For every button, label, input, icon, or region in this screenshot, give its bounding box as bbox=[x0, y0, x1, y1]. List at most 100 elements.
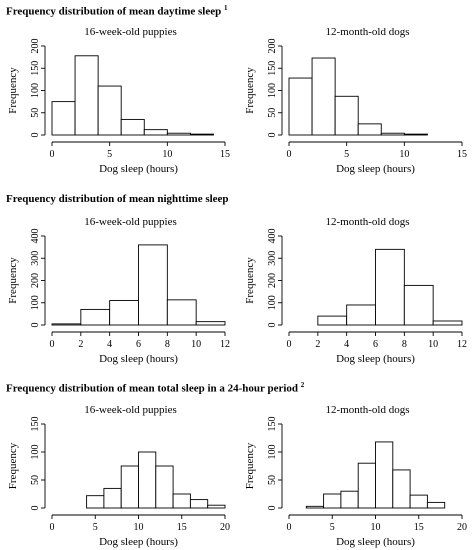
x-tick-label: 0 bbox=[287, 522, 292, 533]
y-axis-label: Frequency bbox=[244, 257, 256, 304]
x-tick-label: 10 bbox=[191, 339, 201, 350]
x-tick-label: 6 bbox=[136, 339, 141, 350]
y-tick-label: 150 bbox=[30, 417, 41, 432]
y-tick-label: 0 bbox=[30, 133, 41, 138]
x-tick-label: 15 bbox=[457, 149, 467, 160]
x-tick-label: 8 bbox=[402, 339, 407, 350]
section-title-nighttime: Frequency distribution of mean nighttime… bbox=[6, 193, 229, 205]
histogram-total-dogs: 12-month-old dogs 0 50 100 150 0 5 10 15 20 Dog sl… bbox=[244, 404, 467, 548]
x-axis-label: Dog sleep (hours) bbox=[99, 353, 178, 365]
histogram-total-puppies: 16-week-old puppies 0 50 100 150 0 5 10 15 20 Dog … bbox=[7, 404, 230, 548]
histogram-bar bbox=[195, 321, 226, 326]
y-tick-label: 50 bbox=[267, 108, 278, 118]
y-tick-label: 0 bbox=[267, 323, 278, 328]
x-axis-label: Dog sleep (hours) bbox=[336, 536, 415, 548]
y-tick-label: 400 bbox=[30, 229, 41, 244]
x-tick-label: 5 bbox=[93, 522, 98, 533]
histogram-bar bbox=[426, 501, 446, 509]
y-axis-label: Frequency bbox=[244, 67, 256, 114]
histogram-bar bbox=[340, 490, 359, 509]
x-tick-label: 10 bbox=[428, 339, 438, 350]
histogram-bar bbox=[166, 299, 197, 326]
histogram-nighttime-puppies: 16-week-old puppies 0 100 200 300 400 0 2 4 6 8 10 1… bbox=[7, 216, 230, 365]
histogram-bar bbox=[288, 77, 313, 136]
histogram-bar bbox=[86, 495, 105, 509]
histogram-bar bbox=[51, 323, 82, 326]
histogram-bar bbox=[357, 123, 382, 136]
x-tick-label: 10 bbox=[134, 522, 144, 533]
histogram-bar bbox=[103, 487, 122, 509]
y-tick-label: 100 bbox=[30, 445, 41, 460]
x-tick-label: 10 bbox=[371, 522, 381, 533]
x-tick-label: 15 bbox=[220, 149, 230, 160]
y-axis-label: Frequency bbox=[7, 442, 19, 489]
x-tick-label: 5 bbox=[107, 149, 112, 160]
y-tick-label: 0 bbox=[30, 323, 41, 328]
histogram-daytime-dogs: 12-month-old dogs 0 50 100 150 200 0 5 10 15 Dog s… bbox=[244, 26, 467, 175]
x-tick-label: 0 bbox=[50, 149, 55, 160]
y-tick-label: 200 bbox=[30, 39, 41, 54]
histogram-bar bbox=[323, 493, 342, 509]
x-tick-label: 10 bbox=[162, 149, 172, 160]
y-tick-label: 400 bbox=[267, 229, 278, 244]
x-tick-label: 0 bbox=[287, 339, 292, 350]
histogram-bar bbox=[375, 441, 394, 509]
chart-title: 12-month-old dogs bbox=[325, 216, 409, 228]
histogram-bar bbox=[51, 101, 76, 136]
histogram-bar bbox=[311, 57, 336, 136]
histogram-bar bbox=[207, 504, 226, 509]
x-axis-label: Dog sleep (hours) bbox=[99, 163, 178, 175]
y-axis-label: Frequency bbox=[244, 442, 256, 489]
histogram-bar bbox=[172, 493, 191, 509]
histogram-bar bbox=[392, 469, 411, 509]
histogram-bar bbox=[138, 244, 168, 326]
section-title-daytime: Frequency distribution of mean daytime s… bbox=[6, 4, 228, 18]
histogram-bar bbox=[317, 315, 348, 326]
y-axis-label: Frequency bbox=[7, 257, 19, 304]
x-tick-label: 4 bbox=[344, 339, 349, 350]
histogram-bar bbox=[109, 300, 139, 326]
histogram-bar bbox=[409, 494, 428, 509]
x-axis-label: Dog sleep (hours) bbox=[336, 353, 415, 365]
histogram-bar bbox=[334, 95, 359, 136]
histogram-bar bbox=[143, 129, 168, 136]
x-tick-label: 15 bbox=[177, 522, 187, 533]
y-tick-label: 200 bbox=[30, 273, 41, 288]
histogram-bar bbox=[74, 55, 99, 136]
y-tick-label: 300 bbox=[267, 251, 278, 266]
y-tick-label: 50 bbox=[267, 475, 278, 485]
x-tick-label: 0 bbox=[50, 522, 55, 533]
histogram-bar bbox=[189, 499, 209, 509]
x-tick-label: 6 bbox=[373, 339, 378, 350]
histogram-bar bbox=[375, 248, 405, 326]
y-tick-label: 0 bbox=[267, 506, 278, 511]
y-tick-label: 150 bbox=[267, 61, 278, 76]
histogram-nighttime-dogs: 12-month-old dogs 0 100 200 300 400 0 2 4 6 8 10 12 D… bbox=[244, 216, 467, 365]
x-axis-label: Dog sleep (hours) bbox=[336, 163, 415, 175]
y-tick-label: 150 bbox=[267, 417, 278, 432]
x-tick-label: 10 bbox=[399, 149, 409, 160]
histogram-bar bbox=[346, 304, 376, 326]
histogram-bar bbox=[138, 451, 157, 509]
y-tick-label: 300 bbox=[30, 251, 41, 266]
histogram-bar bbox=[120, 118, 145, 136]
chart-title: 16-week-old puppies bbox=[84, 216, 177, 228]
y-tick-label: 50 bbox=[30, 108, 41, 118]
y-tick-label: 150 bbox=[30, 61, 41, 76]
x-tick-label: 4 bbox=[107, 339, 112, 350]
y-tick-label: 50 bbox=[30, 475, 41, 485]
y-tick-label: 100 bbox=[30, 83, 41, 98]
x-tick-label: 12 bbox=[457, 339, 467, 350]
x-tick-label: 20 bbox=[220, 522, 230, 533]
histogram-bar bbox=[380, 132, 405, 136]
histogram-daytime-puppies: 16-week-old puppies 0 50 100 150 200 0 5 10 15 Dog… bbox=[7, 26, 230, 175]
x-axis-label: Dog sleep (hours) bbox=[99, 536, 178, 548]
x-tick-label: 0 bbox=[287, 149, 292, 160]
y-tick-label: 200 bbox=[267, 39, 278, 54]
x-tick-label: 15 bbox=[414, 522, 424, 533]
x-tick-label: 5 bbox=[330, 522, 335, 533]
histogram-bar bbox=[432, 320, 463, 326]
histogram-bar bbox=[155, 465, 174, 509]
y-tick-label: 0 bbox=[267, 133, 278, 138]
histogram-bar bbox=[305, 505, 325, 509]
